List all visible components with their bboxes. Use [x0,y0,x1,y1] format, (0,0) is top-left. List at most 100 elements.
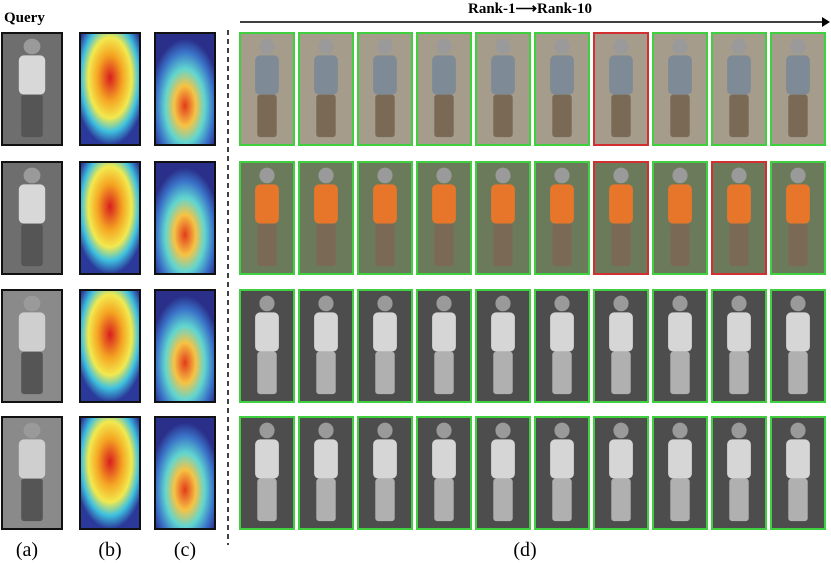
torso [491,55,515,95]
head [377,422,393,439]
torso [550,439,574,479]
head [259,295,275,312]
torso [786,55,810,95]
legs [729,478,749,522]
head [259,422,275,439]
legs [434,351,454,395]
head [377,295,393,312]
legs [611,223,631,267]
torso [18,184,46,224]
torso [373,55,397,95]
head [613,167,629,184]
head [554,295,570,312]
legs [788,478,808,522]
heatmap-c [154,416,216,530]
legs [611,478,631,522]
torso [609,312,633,352]
torso [373,439,397,479]
legs [611,94,631,138]
head [436,422,452,439]
legs [257,223,277,267]
legs [375,351,395,395]
head [731,38,747,55]
panel-label: (b) [98,539,121,561]
legs [257,351,277,395]
legs [670,223,690,267]
rank-title: Rank-1⟶Rank-10 [468,1,592,17]
head [23,167,41,184]
torso [609,55,633,95]
torso [609,439,633,479]
legs [257,94,277,138]
torso [550,184,574,224]
legs [552,94,572,138]
legs [21,351,43,395]
legs [434,223,454,267]
legs [375,94,395,138]
torso [727,184,751,224]
head [613,295,629,312]
head [613,422,629,439]
legs [257,478,277,522]
head [554,38,570,55]
head [495,422,511,439]
images [1,32,826,530]
legs [316,94,336,138]
torso [668,312,692,352]
legs [375,223,395,267]
head [672,167,688,184]
torso [18,55,46,95]
head [318,167,334,184]
torso [668,55,692,95]
heatmap-b [79,32,141,146]
head [23,38,41,55]
legs [729,94,749,138]
legs [670,94,690,138]
head [495,167,511,184]
head [790,295,806,312]
arrow-head [822,17,830,27]
torso [491,312,515,352]
torso [727,55,751,95]
head [259,38,275,55]
torso [18,312,46,352]
head [436,167,452,184]
torso [255,439,279,479]
torso [373,184,397,224]
torso [255,55,279,95]
head [495,295,511,312]
legs [434,478,454,522]
torso [314,55,338,95]
legs [788,223,808,267]
head [672,422,688,439]
torso [491,439,515,479]
torso [373,312,397,352]
head [377,38,393,55]
panel-label: (d) [513,539,536,561]
legs [375,478,395,522]
torso [314,184,338,224]
torso [491,184,515,224]
head [495,38,511,55]
torso [255,312,279,352]
legs [434,94,454,138]
torso [668,439,692,479]
legs [552,478,572,522]
head [790,422,806,439]
heatmap-b [79,161,141,275]
heatmap-b [79,289,141,403]
torso [550,55,574,95]
legs [21,223,43,267]
head [731,422,747,439]
torso [609,184,633,224]
head [554,167,570,184]
torso [668,184,692,224]
legs [611,351,631,395]
head [23,422,41,439]
torso [432,312,456,352]
heatmap-c [154,161,216,275]
head [259,167,275,184]
head [790,38,806,55]
head [318,295,334,312]
